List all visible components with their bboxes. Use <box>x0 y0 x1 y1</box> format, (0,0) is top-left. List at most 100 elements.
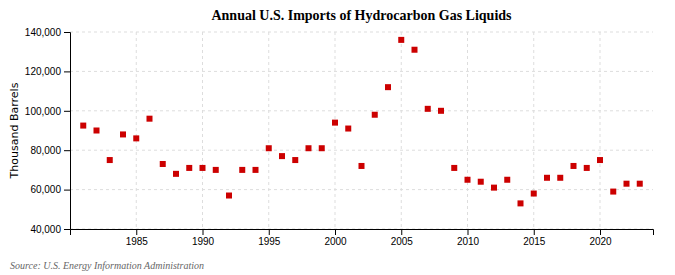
y-tick-label: 60,000 <box>30 184 61 195</box>
y-axis-line <box>64 33 71 230</box>
x-tick-mark <box>136 229 137 235</box>
grid-line <box>136 32 137 229</box>
point <box>465 177 471 183</box>
grid-line <box>70 32 653 33</box>
point <box>491 185 497 191</box>
grid-line <box>70 150 653 151</box>
y-tick-mark <box>64 32 70 33</box>
y-axis: 40,000 60,000 80,000 100,000 120,000 140,000 <box>25 27 71 235</box>
y-tick: 60,000 <box>30 184 70 195</box>
point <box>279 153 285 159</box>
x-tick-label: 1985 <box>126 236 149 247</box>
y-tick: 120,000 <box>25 66 70 77</box>
y-tick-mark <box>64 71 70 72</box>
point <box>438 108 444 114</box>
x-tick-mark <box>600 229 601 235</box>
y-tick-mark <box>64 150 70 151</box>
point <box>398 37 404 43</box>
point <box>226 193 232 199</box>
x-tick-label: 2020 <box>589 236 612 247</box>
source-note: Source: U.S. Energy Information Administ… <box>10 260 204 271</box>
point <box>147 116 153 122</box>
grid-line <box>70 110 653 111</box>
x-tick: 2020 <box>589 229 612 247</box>
point <box>200 165 206 171</box>
point <box>610 189 616 195</box>
point <box>94 128 100 134</box>
point <box>571 163 577 169</box>
x-tick-mark <box>335 229 336 235</box>
grid-line <box>533 32 534 229</box>
point <box>213 167 219 173</box>
grid-line <box>70 189 653 190</box>
point <box>292 157 298 163</box>
point <box>504 177 510 183</box>
x-tick-mark <box>269 229 270 235</box>
point <box>385 84 391 90</box>
x-tick-mark <box>534 229 535 235</box>
point <box>372 112 378 118</box>
point <box>531 191 537 197</box>
point <box>120 131 126 137</box>
point <box>160 161 166 167</box>
x-tick-label: 2000 <box>324 236 347 247</box>
x-tick: 1985 <box>126 229 149 247</box>
point <box>624 181 630 187</box>
grid-line <box>202 32 203 229</box>
y-tick: 40,000 <box>30 224 70 235</box>
x-tick: 2005 <box>391 229 414 247</box>
point <box>319 145 325 151</box>
y-tick-label: 140,000 <box>25 27 62 38</box>
x-tick: 1990 <box>192 229 215 247</box>
grid-line <box>600 32 601 229</box>
y-tick-label: 80,000 <box>30 145 61 156</box>
grid <box>70 32 653 229</box>
point <box>451 165 457 171</box>
point <box>133 135 139 141</box>
plot: 1985 1990 1995 2000 2005 2010 2015 2020 40,000 60… <box>25 27 654 247</box>
point <box>478 179 484 185</box>
y-axis-title: Thousand Barrels <box>8 82 21 179</box>
y-tick-mark <box>64 190 70 191</box>
point <box>412 47 418 53</box>
y-tick: 80,000 <box>30 145 70 156</box>
point <box>80 123 86 129</box>
point <box>597 157 603 163</box>
y-tick-mark <box>64 229 70 230</box>
y-tick: 140,000 <box>25 27 70 38</box>
x-tick-mark <box>468 229 469 235</box>
point <box>557 175 563 181</box>
y-tick-label: 100,000 <box>25 106 62 117</box>
point <box>425 106 431 112</box>
x-tick-label: 1995 <box>258 236 281 247</box>
point <box>359 163 365 169</box>
title: Annual U.S. Imports of Hydrocarbon Gas L… <box>211 8 512 23</box>
point <box>173 171 179 177</box>
point <box>239 167 245 173</box>
x-tick-label: 1990 <box>192 236 215 247</box>
grid-line <box>268 32 269 229</box>
grid-line <box>467 32 468 229</box>
point <box>107 157 113 163</box>
point <box>332 120 338 126</box>
x-tick: 2010 <box>457 229 480 247</box>
point <box>518 200 524 206</box>
x-tick-label: 2010 <box>457 236 480 247</box>
x-axis: 1985 1990 1995 2000 2005 2010 2015 2020 <box>71 229 654 247</box>
x-tick: 2015 <box>523 229 546 247</box>
grid-line <box>70 71 653 72</box>
point <box>584 165 590 171</box>
x-tick-mark <box>203 229 204 235</box>
x-tick: 1995 <box>258 229 281 247</box>
grid-line <box>335 32 336 229</box>
y-tick-mark <box>64 111 70 112</box>
x-axis-line <box>71 230 654 236</box>
point <box>253 167 259 173</box>
x-tick: 2000 <box>324 229 347 247</box>
x-tick-label: 2015 <box>523 236 546 247</box>
point <box>306 145 312 151</box>
y-tick-label: 120,000 <box>25 66 62 77</box>
point <box>637 181 643 187</box>
x-tick-mark <box>401 229 402 235</box>
point <box>266 145 272 151</box>
